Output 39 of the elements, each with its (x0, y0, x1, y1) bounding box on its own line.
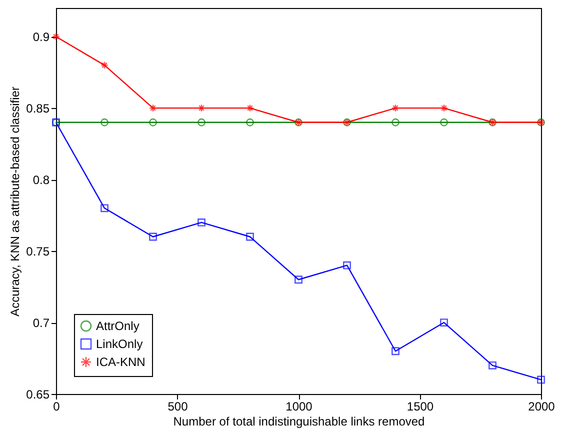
point (100, 118, 108, 126)
point (52, 32, 60, 41)
point (392, 118, 400, 126)
point (198, 104, 206, 112)
y-tick-label: 0.9 (32, 30, 50, 44)
x-tick-label: 0 (53, 400, 60, 414)
point (392, 104, 400, 112)
y-tick-label: 0.8 (32, 173, 50, 188)
point (246, 104, 254, 112)
legend-label: AttrOnly (96, 319, 140, 333)
y-tick-label: 0.85 (26, 102, 50, 116)
y-tick-label: 0.65 (26, 388, 50, 402)
point (440, 318, 448, 326)
point (440, 118, 448, 126)
point (149, 104, 157, 112)
point (440, 104, 448, 112)
legend-label: LinkOnly (96, 337, 143, 351)
x-axis-title: Number of total indistinguishable links removed (173, 414, 425, 428)
x-tick-label: 500 (168, 400, 188, 414)
point (100, 61, 108, 70)
legend-label: ICA-KNN (96, 355, 146, 369)
point (198, 218, 206, 226)
point (246, 232, 254, 241)
y-axis-title: Accuracy, KNN as attribute-based classifier (8, 86, 22, 316)
x-tick-label: 1500 (406, 400, 434, 414)
point (343, 261, 351, 270)
x-tick-label: 1000 (286, 400, 313, 414)
point (294, 276, 302, 284)
point (246, 118, 254, 126)
x-tick-label: 2000 (528, 400, 556, 414)
point (149, 118, 157, 126)
point (198, 118, 206, 126)
point (100, 204, 108, 212)
point (392, 347, 400, 356)
y-tick-label: 0.75 (26, 244, 50, 259)
point (488, 361, 496, 370)
y-tick-label: 0.7 (32, 316, 50, 330)
point (149, 232, 157, 241)
point (537, 376, 545, 384)
